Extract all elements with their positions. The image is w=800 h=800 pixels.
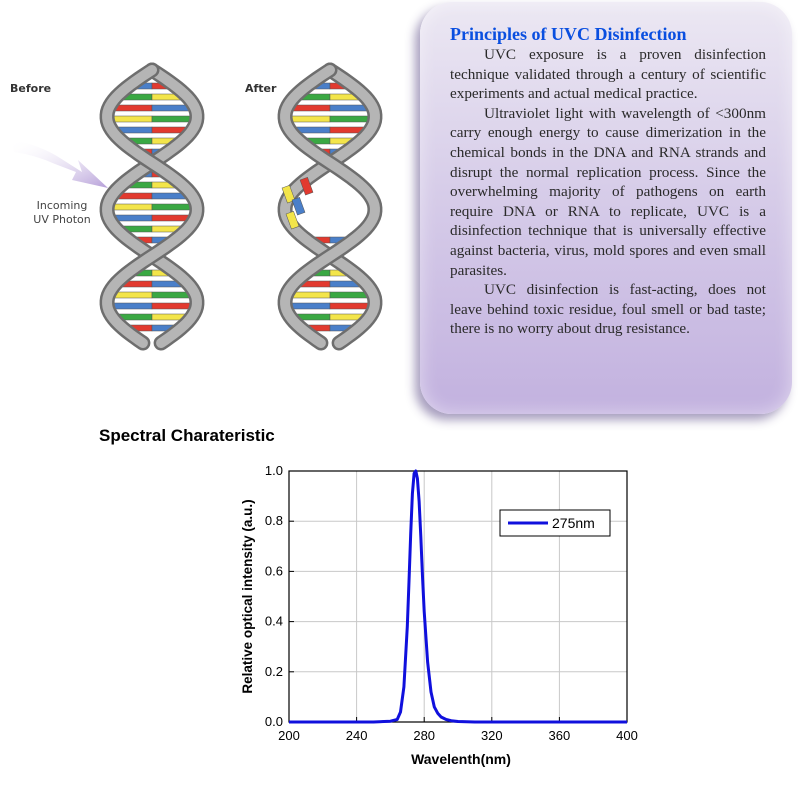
series-line-275nm	[289, 469, 627, 724]
x-tick-label: 200	[278, 728, 300, 743]
y-tick-label: 0.8	[265, 513, 283, 528]
principles-paragraph-3: UVC disinfection is fast-acting, does no…	[450, 281, 766, 338]
principles-panel: Principles of UVC Disinfection UVC expos…	[420, 2, 792, 414]
legend-label: 275nm	[552, 515, 595, 531]
principles-title: Principles of UVC Disinfection	[450, 24, 687, 44]
spectral-chart: 200 240 280 320 360 400 0.0 0.2 0.4 0.6 0.8 1.0 Wave…	[240, 463, 638, 767]
dna-broken-base	[299, 176, 314, 196]
x-tick-label: 240	[346, 728, 368, 743]
dna-broken-base	[285, 210, 300, 230]
dna-illustration	[12, 62, 383, 351]
after-label: After	[245, 82, 277, 95]
y-tick-label: 0.0	[265, 714, 283, 729]
y-tick-label: 0.2	[265, 664, 283, 679]
x-tick-label: 360	[549, 728, 571, 743]
principles-paragraph-1: UVC exposure is a proven disinfection te…	[450, 46, 766, 103]
y-axis-label: Relative optical intensity (a.u.)	[240, 499, 255, 693]
x-axis-label: Wavelenth(nm)	[411, 751, 511, 767]
dna-broken-base	[291, 196, 306, 216]
uv-photon-label-line2: UV Photon	[33, 213, 91, 226]
dna-after-helix	[277, 62, 383, 351]
dna-backbone-strand	[280, 65, 380, 348]
x-tick-label: 400	[616, 728, 638, 743]
dna-before-helix	[99, 62, 205, 351]
y-tick-label: 0.4	[265, 614, 283, 629]
y-tick-label: 0.6	[265, 563, 283, 578]
dna-broken-base	[281, 184, 296, 204]
legend-box	[499, 509, 611, 537]
dna-backbone-strand	[280, 65, 380, 348]
principles-paragraph-2: Ultraviolet light with wavelength of <30…	[450, 104, 766, 279]
uv-photon-arrow	[12, 140, 108, 188]
plot-frame	[288, 470, 628, 723]
spectral-title: Spectral Charateristic	[99, 426, 275, 445]
uv-photon-label-line1: Incoming	[36, 199, 88, 212]
dna-backbone-strand	[102, 65, 202, 348]
x-tick-label: 280	[413, 728, 435, 743]
x-tick-label: 320	[481, 728, 503, 743]
y-tick-label: 1.0	[265, 463, 283, 478]
uv-photon-label: Incoming UV Photon	[22, 199, 102, 227]
dna-backbone-strand	[102, 65, 202, 348]
before-label: Before	[10, 82, 52, 95]
